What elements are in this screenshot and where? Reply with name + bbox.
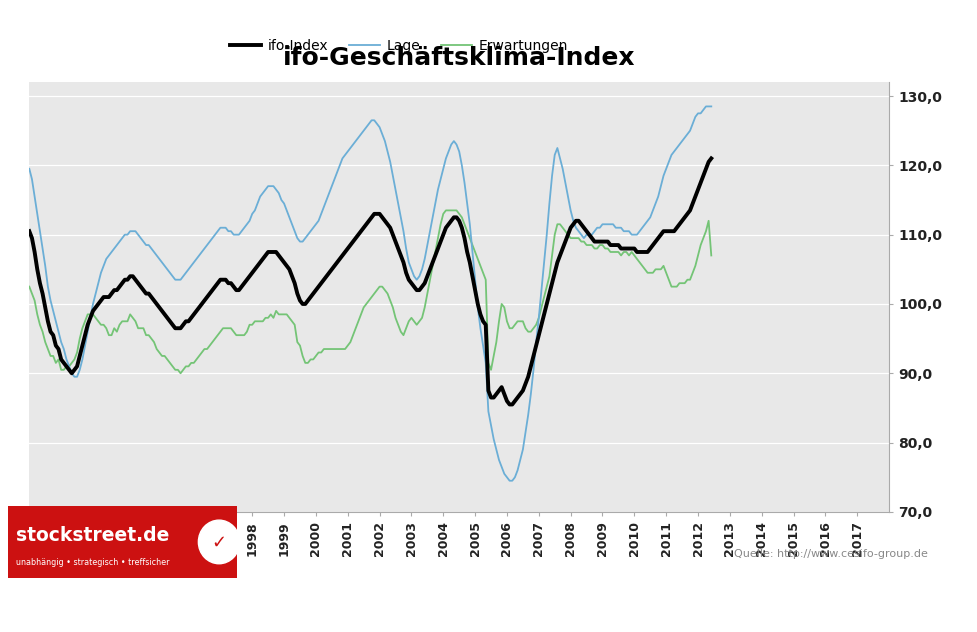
Legend: ifo-Index, Lage, Erwartungen: ifo-Index, Lage, Erwartungen — [225, 33, 573, 58]
Text: unabhängig • strategisch • treffsicher: unabhängig • strategisch • treffsicher — [16, 558, 169, 567]
Text: ✓: ✓ — [211, 534, 227, 552]
Title: ifo-Geschäftsklima-Index: ifo-Geschäftsklima-Index — [283, 47, 635, 71]
FancyBboxPatch shape — [8, 506, 237, 578]
Text: Quelle: http://www.cesifo-group.de: Quelle: http://www.cesifo-group.de — [735, 549, 928, 559]
Circle shape — [198, 520, 239, 564]
Text: stockstreet.de: stockstreet.de — [16, 526, 169, 545]
